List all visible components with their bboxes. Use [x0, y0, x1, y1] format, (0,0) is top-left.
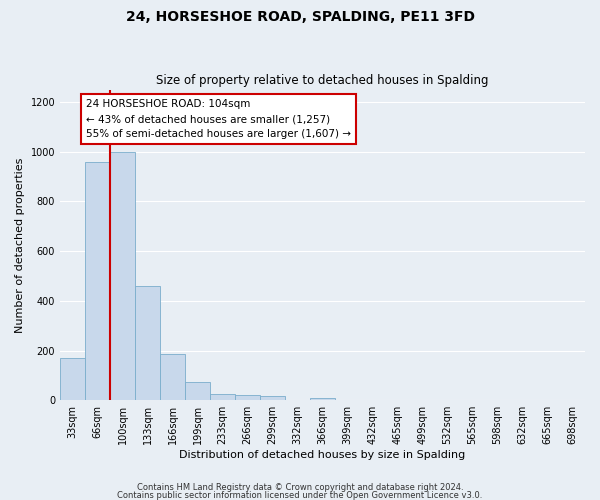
Bar: [210, 394, 235, 400]
X-axis label: Distribution of detached houses by size in Spalding: Distribution of detached houses by size …: [179, 450, 466, 460]
Text: Contains public sector information licensed under the Open Government Licence v3: Contains public sector information licen…: [118, 490, 482, 500]
Bar: [185, 382, 210, 400]
Bar: [160, 354, 185, 400]
Bar: [235, 395, 260, 400]
Bar: [85, 162, 110, 400]
Title: Size of property relative to detached houses in Spalding: Size of property relative to detached ho…: [156, 74, 489, 87]
Text: 24 HORSESHOE ROAD: 104sqm
← 43% of detached houses are smaller (1,257)
55% of se: 24 HORSESHOE ROAD: 104sqm ← 43% of detac…: [86, 100, 351, 139]
Bar: [260, 396, 285, 400]
Text: 24, HORSESHOE ROAD, SPALDING, PE11 3FD: 24, HORSESHOE ROAD, SPALDING, PE11 3FD: [125, 10, 475, 24]
Bar: [310, 398, 335, 400]
Y-axis label: Number of detached properties: Number of detached properties: [15, 157, 25, 332]
Bar: [135, 286, 160, 400]
Bar: [110, 152, 135, 400]
Bar: [60, 358, 85, 400]
Text: Contains HM Land Registry data © Crown copyright and database right 2024.: Contains HM Land Registry data © Crown c…: [137, 484, 463, 492]
